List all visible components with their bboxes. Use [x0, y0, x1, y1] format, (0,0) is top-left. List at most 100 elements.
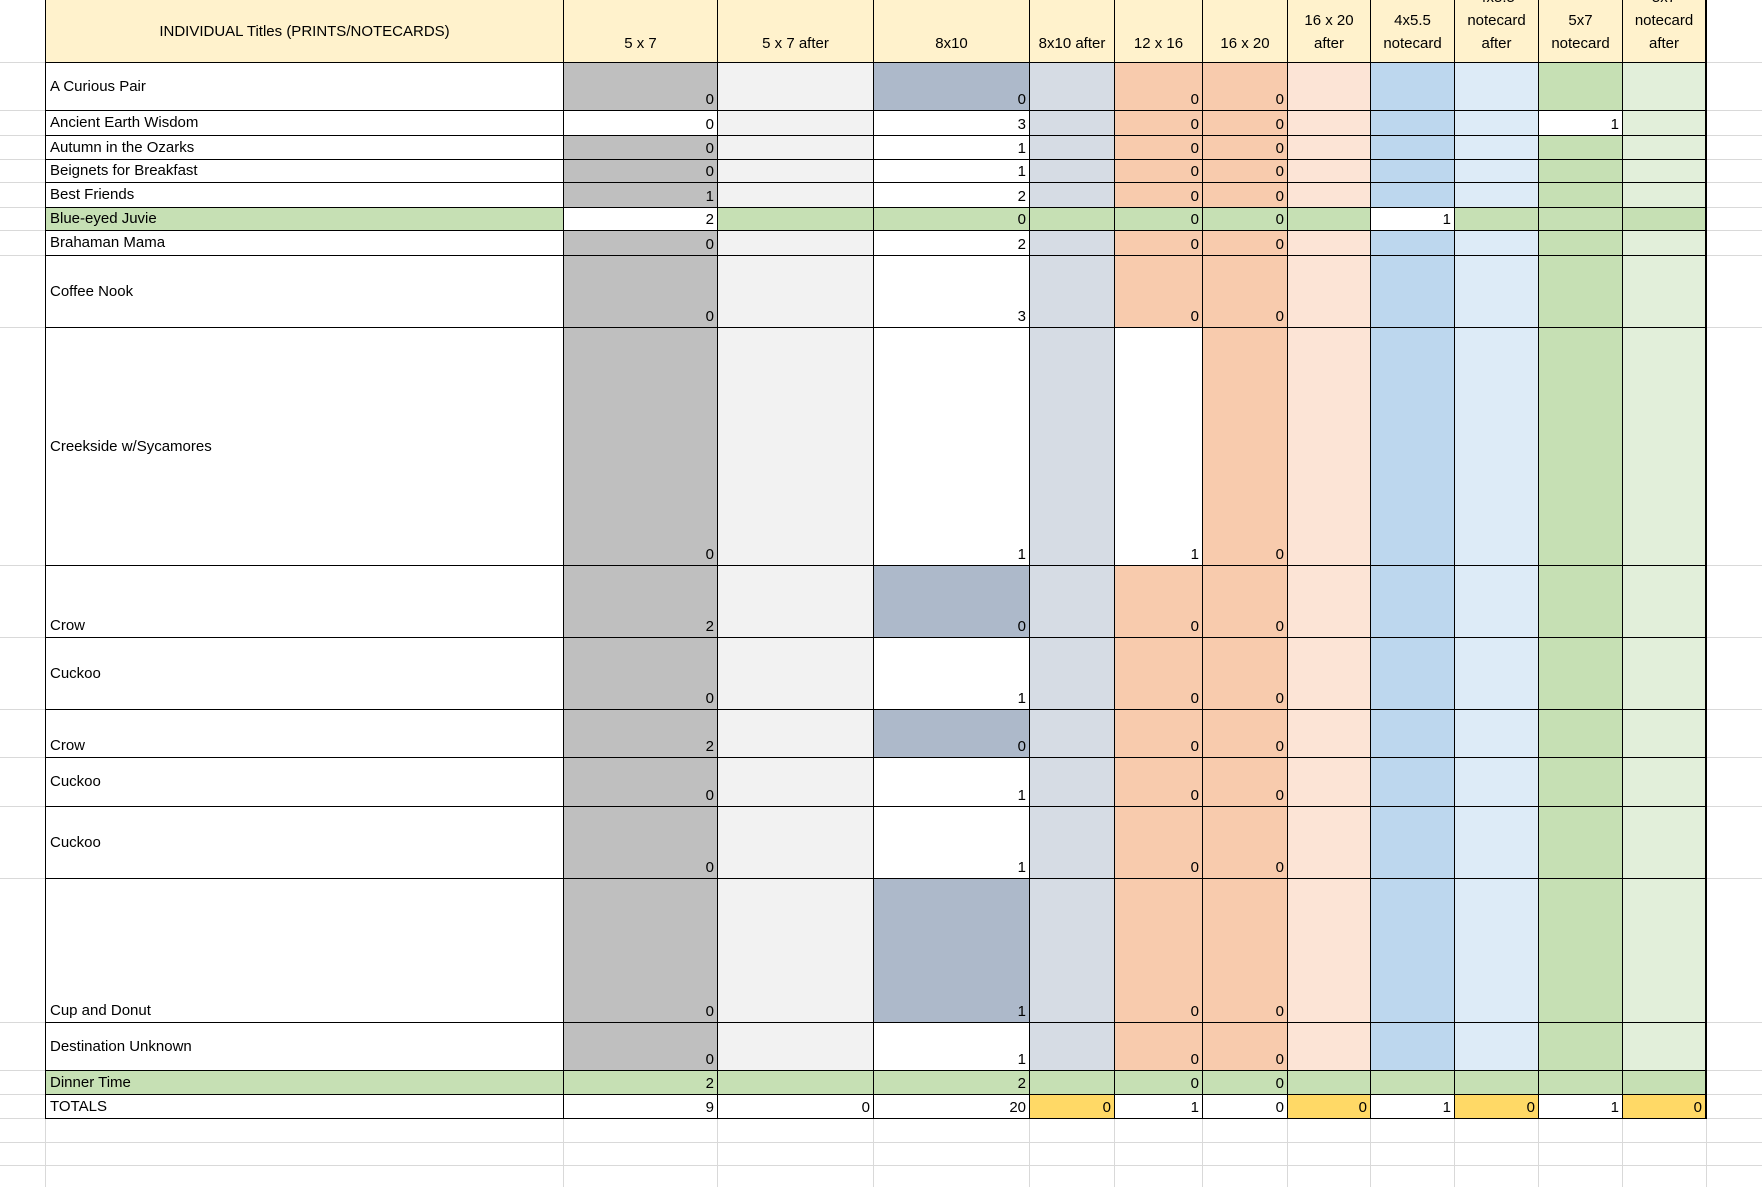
- column-header-5x7[interactable]: 5 x 7: [564, 0, 718, 63]
- cell-4x5-5-notecard[interactable]: [1371, 807, 1455, 879]
- cell-16x20[interactable]: 0: [1203, 63, 1288, 111]
- cell-5x7-after[interactable]: [718, 638, 874, 710]
- cell-4x5-5-notecard-after[interactable]: [1455, 208, 1539, 231]
- cell-16x20[interactable]: 0: [1203, 160, 1288, 183]
- cell-5x7[interactable]: 0: [564, 136, 718, 160]
- column-header-16x20[interactable]: 16 x 20: [1203, 0, 1288, 63]
- row-title-cell[interactable]: Beignets for Breakfast: [45, 160, 564, 183]
- cell-8x10[interactable]: 1: [874, 160, 1030, 183]
- cell-16x20-after[interactable]: [1288, 879, 1371, 1023]
- cell-12x16[interactable]: 0: [1115, 136, 1203, 160]
- cell-5x7[interactable]: 2: [564, 1071, 718, 1095]
- row-title-cell[interactable]: Coffee Nook: [45, 256, 564, 328]
- cell-4x5-5-notecard-after[interactable]: [1455, 879, 1539, 1023]
- cell-8x10-after[interactable]: [1030, 328, 1115, 566]
- column-header-5x7-notecard[interactable]: 5x7 notecard: [1539, 0, 1623, 63]
- cell-8x10-after[interactable]: [1030, 1071, 1115, 1095]
- cell-16x20[interactable]: 0: [1203, 710, 1288, 758]
- total-4x5-5-notecard-after[interactable]: 0: [1455, 1095, 1539, 1119]
- cell-8x10[interactable]: 2: [874, 183, 1030, 208]
- cell-12x16[interactable]: 1: [1115, 328, 1203, 566]
- row-title-cell[interactable]: Cuckoo: [45, 807, 564, 879]
- cell-4x5-5-notecard[interactable]: [1371, 63, 1455, 111]
- cell-5x7-after[interactable]: [718, 160, 874, 183]
- cell-16x20-after[interactable]: [1288, 1071, 1371, 1095]
- cell-4x5-5-notecard[interactable]: [1371, 231, 1455, 256]
- row-title-cell[interactable]: Creekside w/Sycamores: [45, 328, 564, 566]
- cell-16x20[interactable]: 0: [1203, 208, 1288, 231]
- cell-5x7-notecard[interactable]: [1539, 328, 1623, 566]
- cell-5x7-notecard[interactable]: [1539, 256, 1623, 328]
- cell-5x7[interactable]: 0: [564, 111, 718, 136]
- cell-8x10[interactable]: 1: [874, 638, 1030, 710]
- cell-16x20-after[interactable]: [1288, 566, 1371, 638]
- cell-8x10[interactable]: 0: [874, 63, 1030, 111]
- cell-8x10[interactable]: 0: [874, 710, 1030, 758]
- cell-5x7-after[interactable]: [718, 208, 874, 231]
- cell-5x7-notecard-after[interactable]: [1623, 183, 1707, 208]
- cell-5x7-notecard-after[interactable]: [1623, 758, 1707, 807]
- cell-5x7-after[interactable]: [718, 111, 874, 136]
- row-title-cell[interactable]: Crow: [45, 566, 564, 638]
- cell-5x7[interactable]: 0: [564, 1023, 718, 1071]
- cell-16x20-after[interactable]: [1288, 136, 1371, 160]
- cell-5x7-notecard-after[interactable]: [1623, 566, 1707, 638]
- cell-5x7[interactable]: 0: [564, 807, 718, 879]
- cell-5x7-after[interactable]: [718, 328, 874, 566]
- cell-16x20[interactable]: 0: [1203, 1023, 1288, 1071]
- cell-5x7-after[interactable]: [718, 758, 874, 807]
- row-title-cell[interactable]: Autumn in the Ozarks: [45, 136, 564, 160]
- cell-16x20[interactable]: 0: [1203, 111, 1288, 136]
- cell-12x16[interactable]: 0: [1115, 1071, 1203, 1095]
- total-12x16[interactable]: 1: [1115, 1095, 1203, 1119]
- cell-4x5-5-notecard[interactable]: [1371, 758, 1455, 807]
- cell-16x20[interactable]: 0: [1203, 566, 1288, 638]
- cell-12x16[interactable]: 0: [1115, 111, 1203, 136]
- cell-16x20[interactable]: 0: [1203, 1071, 1288, 1095]
- cell-8x10-after[interactable]: [1030, 807, 1115, 879]
- cell-5x7-notecard[interactable]: [1539, 758, 1623, 807]
- cell-8x10[interactable]: 1: [874, 758, 1030, 807]
- cell-5x7-notecard[interactable]: [1539, 807, 1623, 879]
- cell-5x7[interactable]: 0: [564, 63, 718, 111]
- cell-16x20-after[interactable]: [1288, 328, 1371, 566]
- cell-5x7-notecard[interactable]: 1: [1539, 111, 1623, 136]
- cell-16x20-after[interactable]: [1288, 208, 1371, 231]
- cell-8x10[interactable]: 3: [874, 111, 1030, 136]
- cell-5x7-notecard-after[interactable]: [1623, 710, 1707, 758]
- cell-5x7-after[interactable]: [718, 136, 874, 160]
- cell-5x7-after[interactable]: [718, 256, 874, 328]
- cell-8x10-after[interactable]: [1030, 160, 1115, 183]
- cell-12x16[interactable]: 0: [1115, 256, 1203, 328]
- cell-4x5-5-notecard-after[interactable]: [1455, 758, 1539, 807]
- cell-8x10-after[interactable]: [1030, 566, 1115, 638]
- cell-16x20-after[interactable]: [1288, 160, 1371, 183]
- cell-5x7-notecard[interactable]: [1539, 1071, 1623, 1095]
- cell-12x16[interactable]: 0: [1115, 879, 1203, 1023]
- cell-8x10-after[interactable]: [1030, 1023, 1115, 1071]
- total-16x20-after[interactable]: 0: [1288, 1095, 1371, 1119]
- cell-8x10-after[interactable]: [1030, 208, 1115, 231]
- cell-16x20-after[interactable]: [1288, 638, 1371, 710]
- cell-16x20-after[interactable]: [1288, 183, 1371, 208]
- cell-5x7-notecard-after[interactable]: [1623, 208, 1707, 231]
- total-5x7[interactable]: 9: [564, 1095, 718, 1119]
- cell-16x20[interactable]: 0: [1203, 183, 1288, 208]
- cell-4x5-5-notecard[interactable]: [1371, 1071, 1455, 1095]
- cell-4x5-5-notecard-after[interactable]: [1455, 1023, 1539, 1071]
- cell-4x5-5-notecard-after[interactable]: [1455, 566, 1539, 638]
- cell-4x5-5-notecard-after[interactable]: [1455, 710, 1539, 758]
- cell-4x5-5-notecard-after[interactable]: [1455, 183, 1539, 208]
- column-header-5x7-notecard-after[interactable]: 5x7 notecard after: [1623, 0, 1707, 63]
- column-header-16x20-after[interactable]: 16 x 20 after: [1288, 0, 1371, 63]
- cell-4x5-5-notecard[interactable]: [1371, 160, 1455, 183]
- cell-5x7-after[interactable]: [718, 1023, 874, 1071]
- cell-5x7-notecard-after[interactable]: [1623, 231, 1707, 256]
- column-header-title[interactable]: INDIVIDUAL Titles (PRINTS/NOTECARDS): [45, 0, 564, 63]
- cell-8x10-after[interactable]: [1030, 63, 1115, 111]
- cell-5x7-notecard[interactable]: [1539, 1023, 1623, 1071]
- cell-5x7-notecard[interactable]: [1539, 231, 1623, 256]
- cell-5x7[interactable]: 2: [564, 710, 718, 758]
- cell-12x16[interactable]: 0: [1115, 566, 1203, 638]
- cell-4x5-5-notecard[interactable]: [1371, 710, 1455, 758]
